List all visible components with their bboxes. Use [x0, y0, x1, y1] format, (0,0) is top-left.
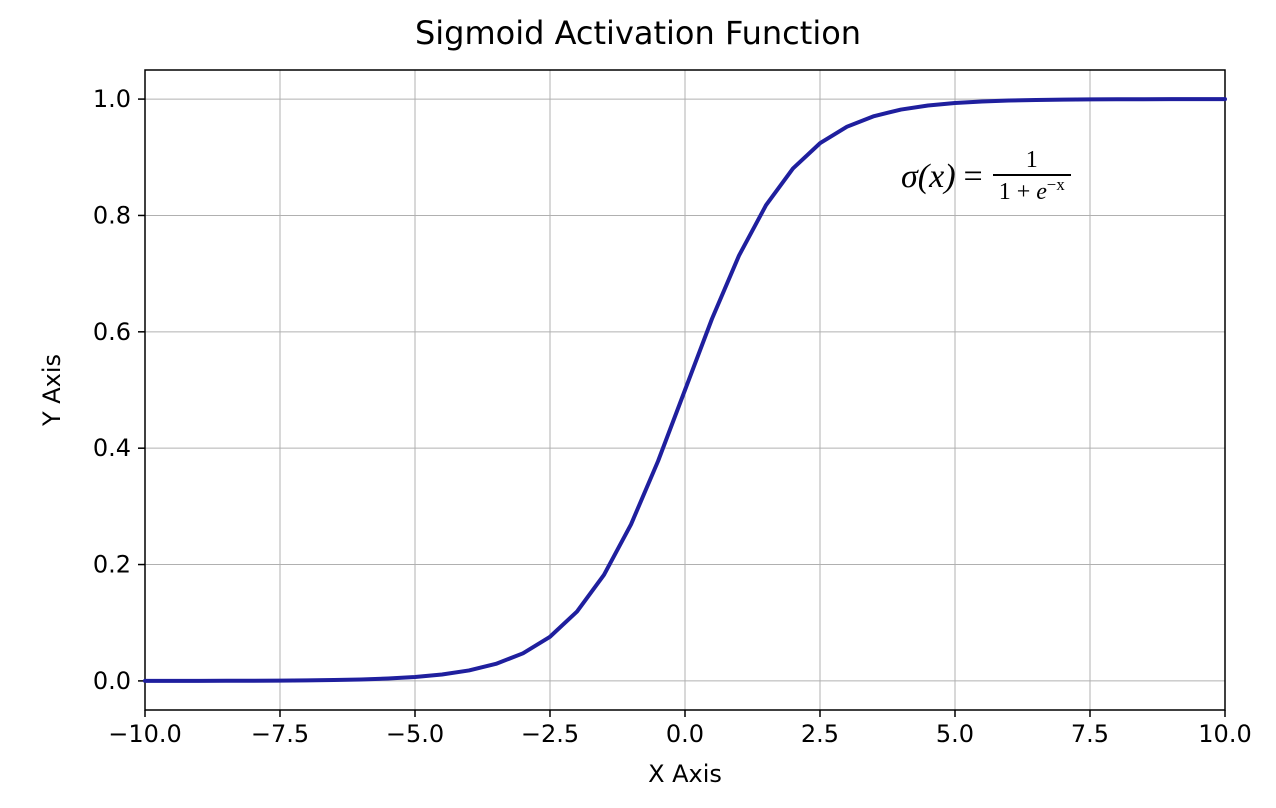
y-tick-label: 0.0: [93, 667, 131, 695]
y-tick-label: 0.4: [93, 434, 131, 462]
y-axis-label: Y Axis: [38, 70, 68, 710]
formula-annotation: σ(x) = 1 1 + e−x: [901, 148, 1071, 204]
y-tick-label: 0.8: [93, 201, 131, 229]
chart-title: Sigmoid Activation Function: [0, 14, 1276, 52]
formula-numerator: 1: [993, 148, 1071, 175]
y-tick-label: 1.0: [93, 85, 131, 113]
y-tick-label: 0.2: [93, 551, 131, 579]
x-tick-label: −2.5: [521, 720, 579, 748]
formula-sigma: σ: [901, 158, 918, 195]
x-tick-label: −7.5: [251, 720, 309, 748]
plot-area: −10.0−7.5−5.0−2.50.02.55.07.510.0 0.00.2…: [145, 70, 1225, 710]
formula-eq: =: [964, 158, 983, 196]
x-tick-labels: −10.0 −7.5 −5.0 −2.5 0.0 2.5 5.0 7.5 10.0: [108, 720, 1251, 748]
figure: Sigmoid Activation Function Y Axis −10.0…: [0, 0, 1276, 808]
formula-den-exp: −x: [1047, 175, 1065, 194]
x-ticks: [145, 710, 1225, 717]
formula-var: x: [929, 158, 944, 195]
x-tick-label: 10.0: [1198, 720, 1251, 748]
formula-den-prefix: 1 +: [999, 179, 1037, 205]
y-ticks: [138, 99, 145, 681]
x-tick-label: 7.5: [1071, 720, 1109, 748]
formula-denominator: 1 + e−x: [993, 176, 1071, 205]
x-tick-label: −10.0: [108, 720, 182, 748]
x-tick-label: 0.0: [666, 720, 704, 748]
formula-fraction: 1 1 + e−x: [993, 148, 1071, 204]
y-tick-label: 0.6: [93, 318, 131, 346]
x-tick-label: 5.0: [936, 720, 974, 748]
x-tick-label: −5.0: [386, 720, 444, 748]
x-tick-label: 2.5: [801, 720, 839, 748]
formula-den-base: e: [1036, 179, 1047, 205]
y-tick-labels: 0.0 0.2 0.4 0.6 0.8 1.0: [93, 85, 131, 695]
x-axis-label: X Axis: [145, 760, 1225, 788]
